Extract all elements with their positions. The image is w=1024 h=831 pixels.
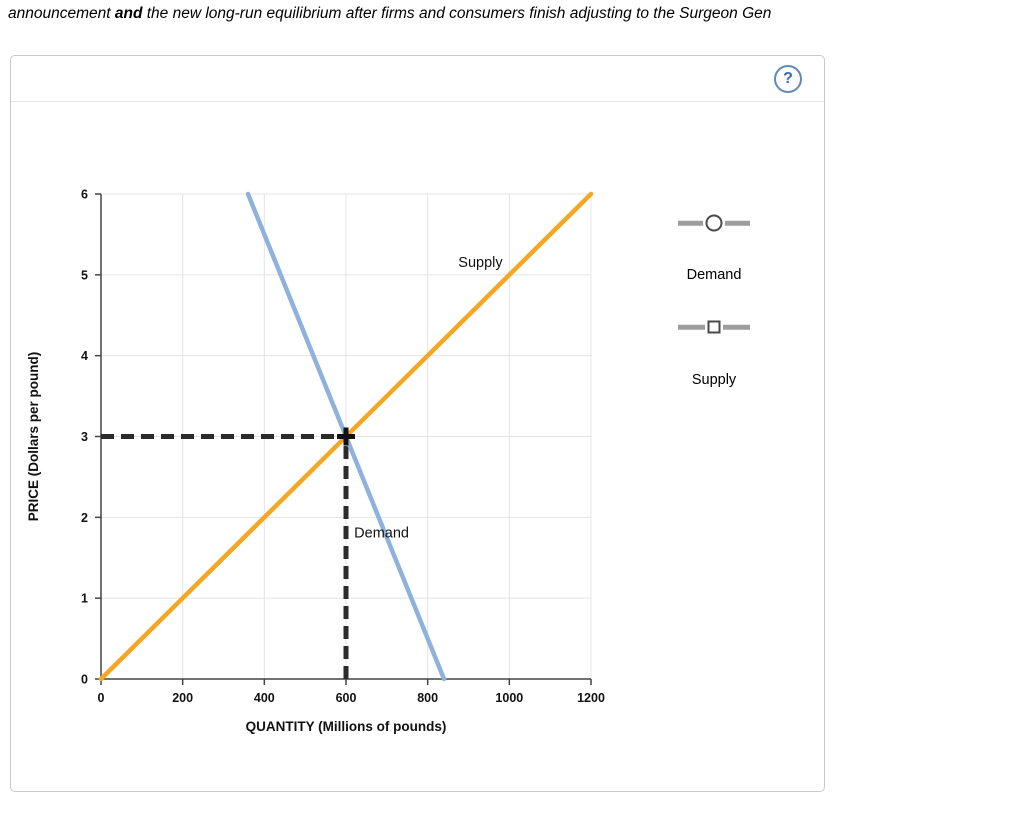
- question-text-prefix: announcement: [8, 5, 115, 22]
- y-axis-title: PRICE (Dollars per pound): [26, 352, 41, 522]
- y-tick-label: 3: [81, 430, 88, 444]
- panel-divider: [11, 101, 824, 102]
- x-tick-label: 200: [172, 691, 193, 705]
- y-tick-label: 4: [81, 349, 88, 363]
- y-tick-label: 5: [81, 268, 88, 282]
- supply-slider-handle[interactable]: [707, 320, 721, 334]
- supply-slider-label: Supply: [691, 372, 737, 388]
- demand-slider-label: Demand: [686, 267, 742, 283]
- question-text-bold: and: [114, 5, 143, 22]
- y-tick-label: 2: [81, 511, 88, 525]
- demand-slider[interactable]: [678, 213, 750, 233]
- graph-panel: ? 0 200 400 600 800 1000 1200 0 1 2 3 4 5 6 Supply Dema…: [10, 55, 825, 792]
- x-tick-label: 400: [254, 691, 275, 705]
- help-button[interactable]: ?: [774, 65, 802, 93]
- question-text: announcement and the new long-run equili…: [8, 5, 1024, 23]
- x-tick-label: 0: [98, 691, 105, 705]
- y-tick-label: 0: [81, 673, 88, 687]
- demand-line-label: Demand: [354, 526, 409, 542]
- x-tick-label: 1000: [495, 691, 523, 705]
- demand-slider-handle[interactable]: [705, 214, 723, 232]
- question-text-suffix: the new long-run equilibrium after firms…: [142, 5, 772, 22]
- supply-demand-chart: 0 200 400 600 800 1000 1200 0 1 2 3 4 5 6 Supply Demand…: [26, 188, 605, 735]
- x-tick-label: 600: [336, 691, 357, 705]
- x-tick-label: 800: [417, 691, 438, 705]
- y-tick-label: 1: [81, 592, 88, 606]
- question-mark-icon: ?: [783, 70, 793, 87]
- x-axis-title: QUANTITY (Millions of pounds): [246, 719, 447, 734]
- equilibrium-marker[interactable]: [337, 427, 355, 446]
- supply-slider[interactable]: [678, 317, 750, 337]
- x-tick-label: 1200: [577, 691, 605, 705]
- y-tick-label: 6: [81, 188, 88, 202]
- supply-line-label: Supply: [458, 255, 503, 271]
